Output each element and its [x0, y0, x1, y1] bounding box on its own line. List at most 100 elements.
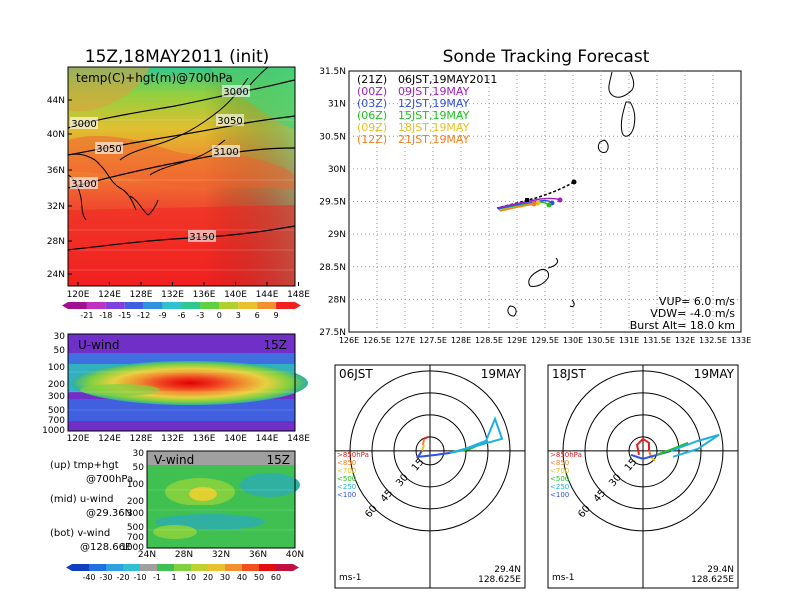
lat-tick-label: 40N — [47, 130, 65, 140]
lat-tick-label: 28N — [328, 295, 346, 305]
colorbar-swatch — [276, 302, 295, 309]
lat-tick-label: 40N — [286, 550, 304, 560]
lat-tick-label: 27.5N — [319, 328, 346, 338]
colorbar-label: 9 — [274, 311, 279, 320]
hodograph-lat: 29.4N — [494, 565, 521, 575]
map-lat-ticks: 44N 40N 36N 32N 28N 24N — [47, 96, 72, 280]
contour-label: 3100 — [213, 147, 238, 158]
hodograph-lat: 29.4N — [707, 565, 734, 575]
hodograph-trace — [656, 441, 689, 456]
track-lon-ticks: 126E 126.5E 127E 127.5E 128E 128.5E 129E 129.5E… — [339, 336, 751, 345]
pressure-tick-label: 300 — [48, 392, 65, 402]
legend-code: (03Z) — [357, 97, 387, 110]
colorbar-label: -30 — [99, 573, 112, 582]
burst-alt-text: Burst Alt= 18.0 km — [630, 319, 735, 332]
note-up-sub: @700hPa — [86, 474, 133, 485]
lon-tick-label: 144E — [256, 290, 279, 300]
legend-time: 18JST,19MAY — [398, 121, 470, 134]
colorbar-swatch — [106, 564, 123, 571]
level-legend: <100 — [337, 491, 356, 499]
level-legend: <500 — [550, 475, 569, 483]
hodograph-trace — [421, 444, 425, 452]
colorbar-label: -6 — [178, 311, 186, 320]
lat-tick-label: 28N — [175, 550, 193, 560]
colorbar-swatch — [124, 302, 144, 309]
hodograph-unit: ms-1 — [339, 573, 361, 583]
legend-code: (00Z) — [357, 85, 387, 98]
contour-label: 3050 — [217, 116, 242, 127]
note-mid-sub: @29.36N — [86, 508, 132, 519]
colorbar-label: 10 — [186, 573, 196, 582]
colorbar-end — [66, 564, 72, 571]
lat-tick-label: 30N — [328, 165, 346, 175]
pressure-tick-label: 300 — [127, 509, 144, 519]
lon-tick-label: 131.5E — [643, 336, 671, 345]
pressure-tick-label: 30 — [133, 449, 145, 459]
hodograph-date: 19MAY — [694, 367, 735, 381]
temp-colorbar: -21 -18 -15 -12 -9 -6 -3 0 3 6 9 — [62, 302, 301, 320]
hodograph-trace — [422, 438, 425, 446]
colorbar-label: 50 — [254, 573, 264, 582]
track-map — [348, 70, 742, 333]
colorbar-swatch — [140, 564, 157, 571]
lon-tick-label: 132E — [675, 336, 695, 345]
pressure-tick-label: 700 — [48, 416, 65, 426]
colorbar-swatch — [276, 564, 293, 571]
map-label: temp(C)+hgt(m)@700hPa — [76, 71, 233, 85]
colorbar-label: -9 — [159, 311, 167, 320]
lat-tick-label: 31N — [328, 100, 346, 110]
lon-tick-label: 124E — [98, 434, 121, 444]
pressure-tick-label: 1000 — [121, 543, 144, 553]
colorbar-swatch — [143, 302, 163, 309]
pressure-tick-label: 1000 — [42, 426, 65, 436]
pressure-tick-label: 100 — [127, 480, 144, 490]
note-up: (up) tmp+hgt — [50, 460, 119, 471]
hodograph-lon: 128.625E — [691, 575, 734, 585]
lon-tick-label: 126E — [339, 336, 359, 345]
colorbar-label: -20 — [116, 573, 129, 582]
colorbar-swatch — [219, 302, 239, 309]
colorbar-swatch — [238, 302, 258, 309]
lat-tick-label: 36N — [47, 166, 65, 176]
level-legend: <700 — [337, 467, 356, 475]
colorbar-label: -1 — [153, 573, 161, 582]
pressure-tick-label: 50 — [54, 346, 66, 356]
uwind-label: U-wind — [78, 338, 119, 352]
lat-tick-label: 30.5N — [319, 132, 346, 142]
legend-code: (12Z) — [357, 133, 387, 146]
colorbar-label: -21 — [80, 311, 93, 320]
uwind-panel: U-wind 15Z — [67, 333, 308, 432]
colorbar-label: 1 — [171, 573, 176, 582]
colorbar-swatch — [105, 302, 125, 309]
legend-time: 21JST,19MAY — [398, 133, 470, 146]
contour-label: 3100 — [71, 179, 96, 190]
colorbar-swatch — [200, 302, 220, 309]
colorbar-end — [293, 564, 299, 571]
level-legend: <850 — [550, 459, 569, 467]
level-legend: <700 — [550, 467, 569, 475]
lon-tick-label: 127.5E — [419, 336, 447, 345]
sonde-track — [496, 179, 577, 212]
lon-tick-label: 130.5E — [587, 336, 615, 345]
level-legend: >850hPa — [550, 451, 582, 459]
pressure-tick-label: 50 — [133, 463, 145, 473]
track-lat-ticks: 31.5N 31N 30.5N 30N 29.5N 29N 28.5N 28N 27.5N — [319, 67, 346, 338]
hodograph-trace — [415, 450, 451, 459]
colorbar-swatch — [86, 302, 106, 309]
colorbar-swatch — [225, 564, 242, 571]
level-legend: <500 — [337, 475, 356, 483]
hodograph-time: 06JST — [339, 367, 373, 381]
lon-tick-label: 129.5E — [531, 336, 559, 345]
lon-tick-label: 128E — [130, 434, 153, 444]
colorbar-label: 6 — [255, 311, 260, 320]
contour-label: 3050 — [96, 144, 121, 155]
lon-tick-label: 140E — [224, 434, 247, 444]
level-legend: <250 — [550, 483, 569, 491]
lon-tick-label: 130E — [563, 336, 583, 345]
lat-tick-label: 28N — [47, 237, 65, 247]
colorbar-swatch — [208, 564, 225, 571]
lon-tick-label: 120E — [67, 434, 90, 444]
